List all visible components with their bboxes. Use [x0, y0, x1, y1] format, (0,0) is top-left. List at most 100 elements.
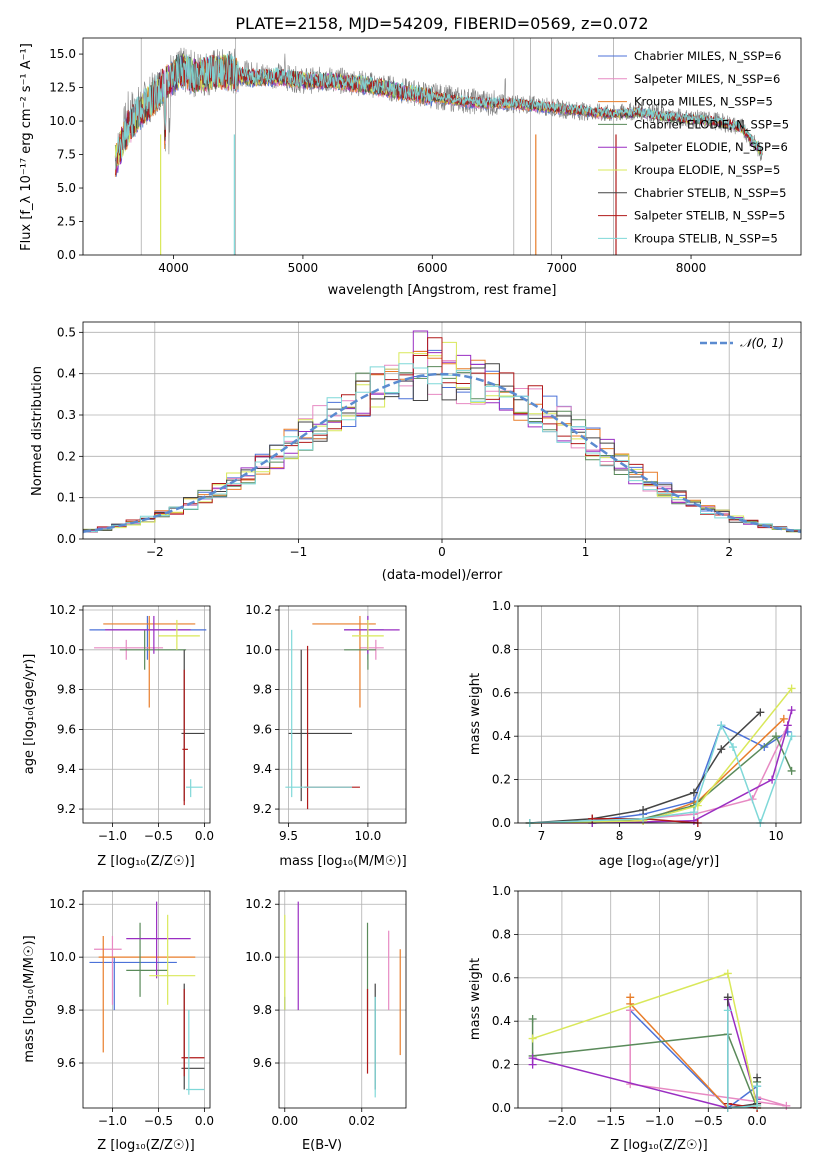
age-vs-z-plot-area: −1.0 −0.5 0.0 9.2 9.4 9.6 9.8 10.0 10.2 [49, 603, 214, 843]
x-tick-label: 6000 [417, 261, 448, 275]
x-tick-label: −1.0 [645, 1114, 674, 1128]
y-tick-label: 0.8 [492, 927, 511, 941]
y-tick-label: 0.4 [492, 1014, 511, 1028]
x-tick-label: 10.0 [355, 829, 382, 843]
normal-curve [82, 372, 802, 534]
x-tick-label: 7 [538, 829, 546, 843]
series-line-2 [629, 997, 758, 1109]
series-point-5 [787, 684, 796, 693]
legend-entry: Chabrier STELIB, N_SSP=5 [634, 186, 786, 200]
x-tick-label: −0.5 [694, 1114, 723, 1128]
x-tick-label: 0.0 [748, 1114, 767, 1128]
y-tick-label: 0.4 [492, 729, 511, 743]
y-tick-label: 10.2 [49, 603, 76, 617]
x-tick-label: 1 [582, 545, 590, 559]
series-line-4 [531, 999, 758, 1109]
series-line-2 [529, 718, 785, 824]
y-tick-label: 10.2 [245, 603, 272, 617]
y-tick-label: 0.6 [492, 686, 511, 700]
series-point-4 [783, 721, 792, 730]
y-tick-label: 9.8 [57, 1003, 76, 1017]
series-point-6 [723, 993, 732, 1002]
y-tick-label: 9.6 [57, 1056, 76, 1070]
model-spectrum-8 [114, 53, 763, 170]
series-line-8 [727, 1010, 758, 1109]
y-tick-label: 0.4 [57, 367, 76, 381]
histogram-8 [83, 363, 801, 534]
series-point-8 [753, 1101, 762, 1110]
x-tick-label: 0.0 [195, 829, 214, 843]
series-point-8 [753, 1082, 762, 1091]
panel-spectrum: PLATE=2158, MJD=54209, FIBERID=0569, z=0… [19, 14, 802, 298]
series-line-1 [629, 1010, 787, 1107]
x-tick-label: 0.02 [348, 1114, 375, 1128]
axes-frame [278, 890, 407, 1109]
x-tick-label: 10 [768, 829, 783, 843]
y-tick-label: 9.8 [57, 683, 76, 697]
mass-vs-ebv-plot-area: 0.00 0.02 9.6 9.8 10.0 10.2 [245, 890, 407, 1128]
x-tick-label: 0.00 [271, 1114, 298, 1128]
y-tick-label: 9.4 [253, 762, 272, 776]
y-tick-label: 1.0 [492, 599, 511, 613]
model-spectrum-7 [114, 54, 763, 176]
y-tick-label: 10.0 [245, 950, 272, 964]
axes-frame [82, 890, 211, 1109]
axes-frame [278, 605, 407, 824]
x-tick-label: −0.5 [144, 1114, 173, 1128]
x-axis-label: age [log₁₀(age/yr)] [599, 854, 720, 869]
series-point-5 [528, 1034, 537, 1043]
series-point-8 [639, 814, 648, 823]
x-axis-label: (data-model)/error [382, 568, 503, 583]
axes-frame [82, 37, 802, 256]
y-tick-label: 0.0 [57, 532, 76, 546]
weight-vs-z-plot-area: −2.0 −1.5 −1.0 −0.5 0.0 0.0 0.2 0.4 0.6 0.8 1.0 [492, 884, 802, 1128]
axes-frame [82, 321, 802, 540]
x-axis-label: Z [log₁₀(Z/Z☉)] [97, 1138, 194, 1153]
y-tick-label: 9.6 [253, 722, 272, 736]
series-point-2 [779, 714, 788, 723]
legend-entry: Kroupa MILES, N_SSP=5 [634, 95, 773, 109]
series-point-5 [693, 801, 702, 810]
y-tick-label: 10.0 [49, 643, 76, 657]
x-axis-label: Z [log₁₀(Z/Z☉)] [610, 1138, 707, 1153]
series-point-8 [689, 808, 698, 817]
series-line-0 [529, 724, 789, 824]
legend: Chabrier MILES, N_SSP=6 Salpeter MILES, N… [598, 49, 789, 245]
series-line-6 [529, 711, 761, 824]
series-line-8 [529, 723, 793, 826]
x-tick-label: 2 [725, 545, 733, 559]
x-tick-label: 7000 [546, 261, 577, 275]
x-tick-label: 9.5 [279, 829, 298, 843]
series-point-6 [756, 708, 765, 717]
y-tick-label: 9.8 [253, 1003, 272, 1017]
y-tick-label: 9.4 [57, 762, 76, 776]
x-tick-label: −1.0 [98, 1114, 127, 1128]
y-tick-label: 0.0 [492, 816, 511, 830]
x-tick-label: 9 [694, 829, 702, 843]
y-axis-label: mass [log₁₀(M/M☉)] [22, 935, 37, 1062]
y-tick-label: 10.0 [49, 950, 76, 964]
x-tick-label: 8 [616, 829, 624, 843]
y-tick-label: 9.8 [253, 683, 272, 697]
weight-vs-age-plot-area: 7 8 9 10 0.0 0.2 0.4 0.6 0.8 1.0 [492, 599, 802, 843]
y-tick-label: 12.5 [49, 81, 76, 95]
y-tick-label: 9.6 [253, 1056, 272, 1070]
series-line-5 [532, 972, 758, 1109]
x-axis-label: mass [log₁₀(M/M☉)] [279, 854, 406, 869]
x-tick-label: −2.0 [547, 1114, 576, 1128]
y-tick-label: 1.0 [492, 884, 511, 898]
x-tick-label: 0 [438, 545, 446, 559]
y-tick-label: 9.6 [57, 722, 76, 736]
y-tick-label: 10.2 [49, 897, 76, 911]
series-line-5 [529, 688, 793, 824]
x-tick-label: −1 [290, 545, 308, 559]
legend-entry: Salpeter STELIB, N_SSP=5 [634, 209, 785, 223]
panel-weight-vs-z: −2.0 −1.5 −1.0 −0.5 0.0 0.0 0.2 0.4 0.6 0.8 1.0 Z … [468, 884, 802, 1153]
x-tick-label: −2 [146, 545, 164, 559]
axes-frame [517, 605, 802, 824]
legend-entry: Chabrier ELODIE, N_SSP=5 [634, 117, 789, 131]
y-axis-label: mass weight [468, 958, 483, 1040]
x-tick-label: −1.5 [596, 1114, 625, 1128]
series-line-3 [531, 1019, 758, 1109]
